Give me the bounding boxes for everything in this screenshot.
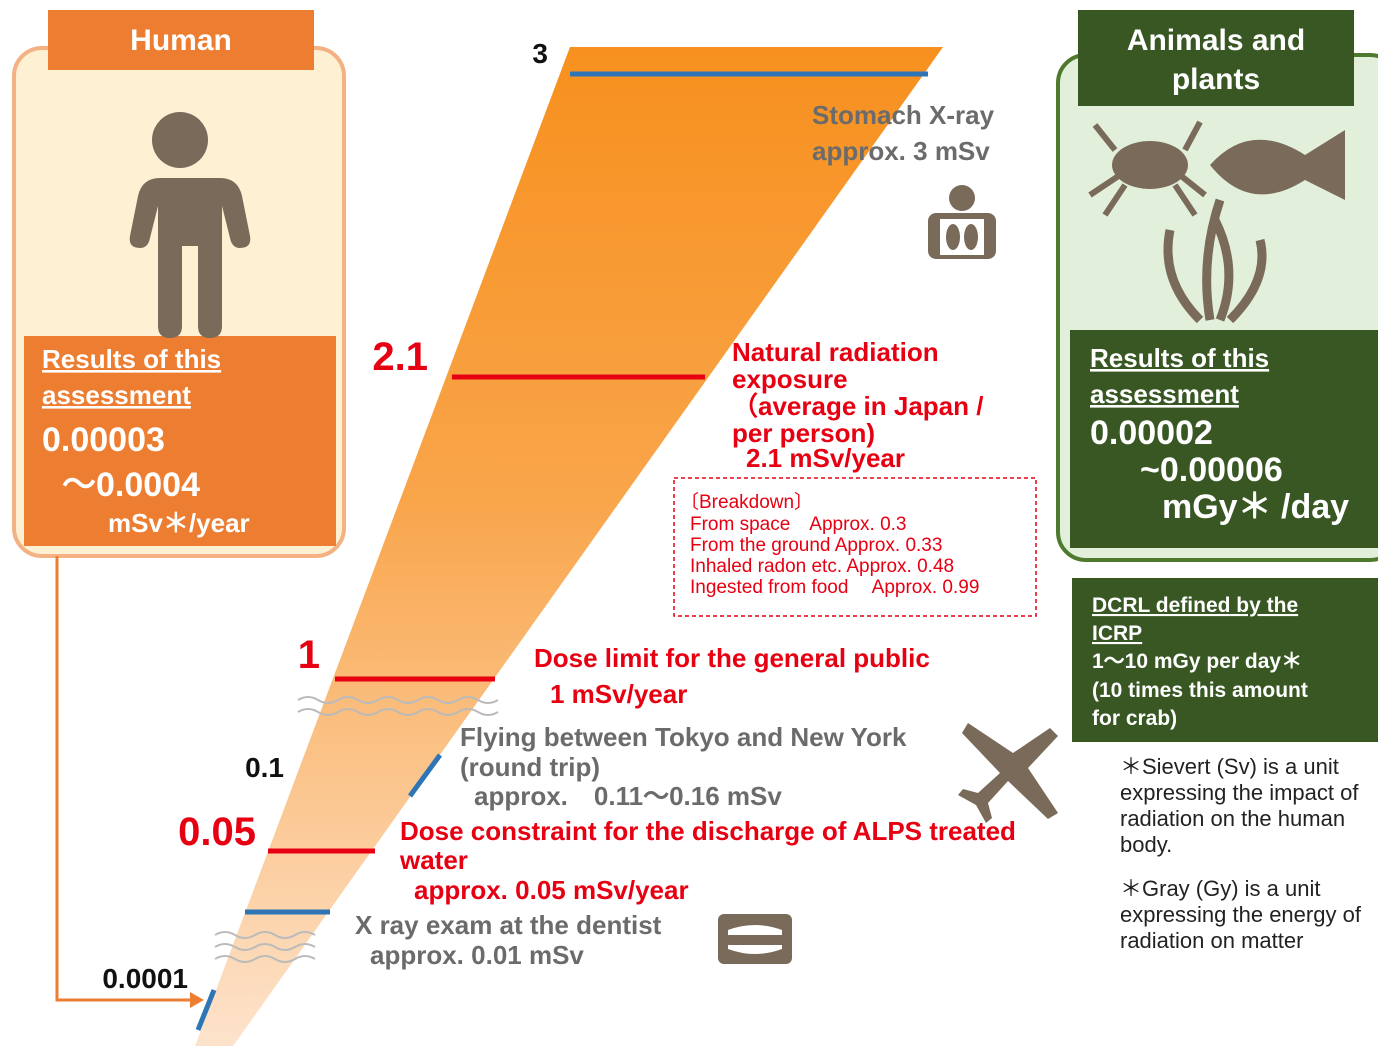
human-title: Human <box>130 24 232 57</box>
result-heading: assessment <box>42 380 191 410</box>
note-text: expressing the impact of <box>1120 780 1359 805</box>
dcrl-text: for crab) <box>1092 707 1177 730</box>
scale-label: 0.05 <box>178 810 256 854</box>
item-text: approx. 0.11～0.16 mSv <box>474 781 782 811</box>
item-text: approx. 3 mSv <box>812 136 990 166</box>
result-heading: Results of this <box>42 344 221 374</box>
note-text: radiation on the human <box>1120 806 1345 831</box>
item-text: Dose limit for the general public <box>534 643 930 673</box>
item-text: （average in Japan / <box>732 391 983 421</box>
note-text: ＊Gray (Gy) is a unit <box>1120 876 1320 901</box>
breakdown-text: From space Approx. 0.3 <box>690 514 906 535</box>
result-heading: Results of this <box>1090 343 1269 373</box>
note-text: ＊Sievert (Sv) is a unit <box>1120 754 1339 779</box>
result-value: 0.00003 <box>42 421 165 459</box>
result-value: ～0.0004 <box>62 466 200 504</box>
item-text: approx. 0.05 mSv/year <box>414 875 689 905</box>
dcrl-text: 1～10 mGy per day＊ <box>1092 650 1302 673</box>
result-unit: mGy＊ /day <box>1162 488 1349 526</box>
result-value: ~0.00006 <box>1140 451 1283 489</box>
breakdown-text: Inhaled radon etc. Approx. 0.48 <box>690 556 954 577</box>
xray-icon <box>928 185 996 259</box>
item-text: water <box>399 845 468 875</box>
animals-title: Animals and <box>1127 24 1305 57</box>
result-value: 0.00002 <box>1090 414 1213 452</box>
item-text: Flying between Tokyo and New York <box>460 722 907 752</box>
item-text: 1 mSv/year <box>550 679 687 709</box>
item-text: approx. 0.01 mSv <box>370 940 584 970</box>
scale-label: 0.0001 <box>102 963 188 994</box>
result-heading: assessment <box>1090 379 1239 409</box>
item-text: Dose constraint for the discharge of ALP… <box>400 816 1016 846</box>
dcrl-text: DCRL defined by the <box>1092 594 1298 617</box>
airplane-icon <box>958 723 1058 823</box>
note-text: expressing the energy of <box>1120 902 1362 927</box>
arrowhead <box>190 992 204 1008</box>
breakdown-text: 〔Breakdown〕 <box>680 491 813 513</box>
scale-label: 1 <box>298 633 320 677</box>
item-text: Stomach X-ray <box>812 100 995 130</box>
infographic: Human Results of this assessment 0.00003 ～0.… <box>0 0 1378 1046</box>
breakdown-text: Ingested from food Approx. 0.99 <box>690 577 979 598</box>
scale-label: 3 <box>532 38 548 69</box>
animals-title: plants <box>1172 63 1260 96</box>
note-text: body. <box>1120 832 1172 857</box>
item-text: exposure <box>732 364 848 394</box>
connector <box>57 556 190 1000</box>
scale-label: 2.1 <box>372 335 428 379</box>
result-unit: mSv＊/year <box>108 508 250 538</box>
teeth-icon <box>718 914 792 964</box>
dcrl-text: ICRP <box>1092 622 1142 645</box>
breakdown-text: From the ground Approx. 0.33 <box>690 535 942 556</box>
note-text: radiation on matter <box>1120 928 1303 953</box>
item-text: X ray exam at the dentist <box>355 910 662 940</box>
dcrl-text: (10 times this amount <box>1092 679 1308 702</box>
scale-label: 0.1 <box>245 752 284 783</box>
item-text: (round trip) <box>460 752 600 782</box>
item-text: 2.1 mSv/year <box>746 443 905 473</box>
item-text: Natural radiation <box>732 337 939 367</box>
